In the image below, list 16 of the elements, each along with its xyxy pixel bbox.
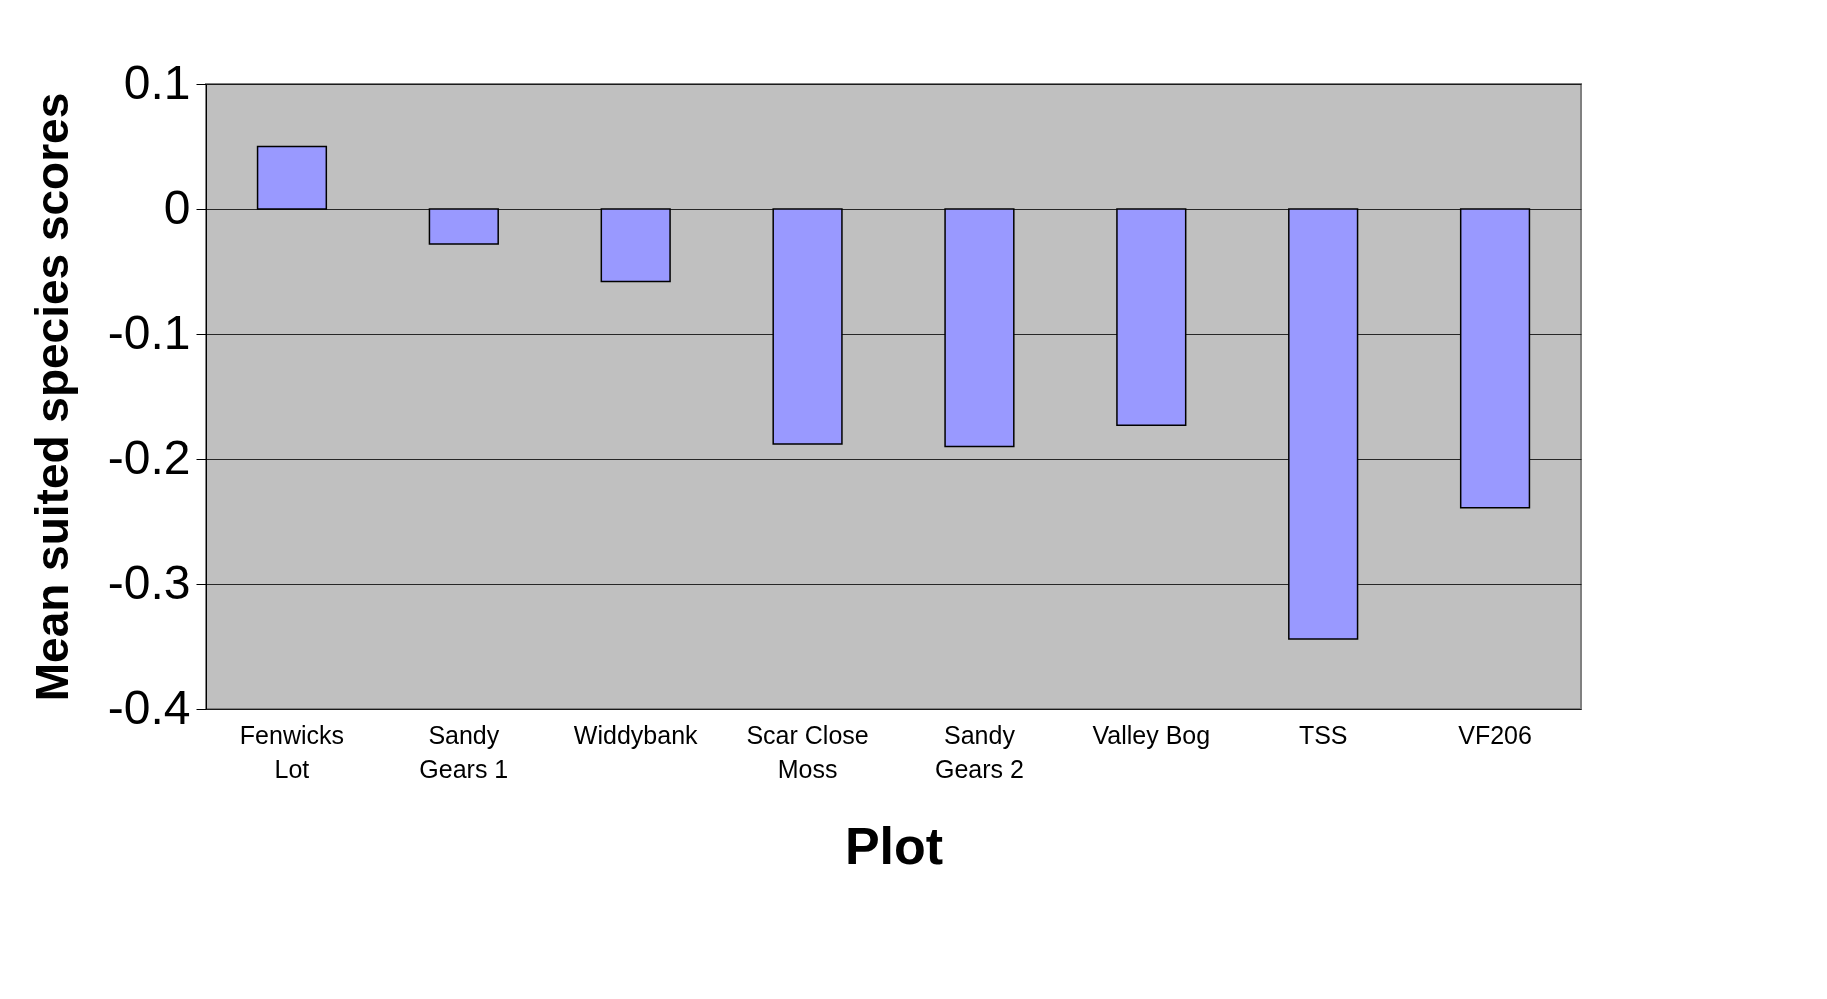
x-tick-label: Sandy Gears 2 <box>934 720 1024 783</box>
x-tick-label: Scar Close Moss <box>746 720 869 783</box>
x-tick-label: VF206 <box>1458 720 1532 749</box>
x-tick-label: Sandy Gears 1 <box>419 720 509 783</box>
x-tick-label: Valley Bog <box>1092 720 1211 749</box>
x-tick-label: Fenwicks Lot <box>239 720 345 783</box>
y-tick-label: -0.4 <box>107 680 191 734</box>
y-tick-label: -0.2 <box>107 430 191 484</box>
x-tick-label: TSS <box>1298 720 1348 749</box>
x-axis-title: Plot <box>844 816 944 875</box>
y-tick-label: 0.1 <box>123 55 191 109</box>
y-axis-title: Mean suited species scores <box>25 92 78 702</box>
y-tick-label: -0.3 <box>107 555 191 609</box>
x-tick-label: Widdybank <box>573 720 699 749</box>
y-tick-label: 0 <box>163 180 191 234</box>
y-tick-label: -0.1 <box>107 305 191 359</box>
